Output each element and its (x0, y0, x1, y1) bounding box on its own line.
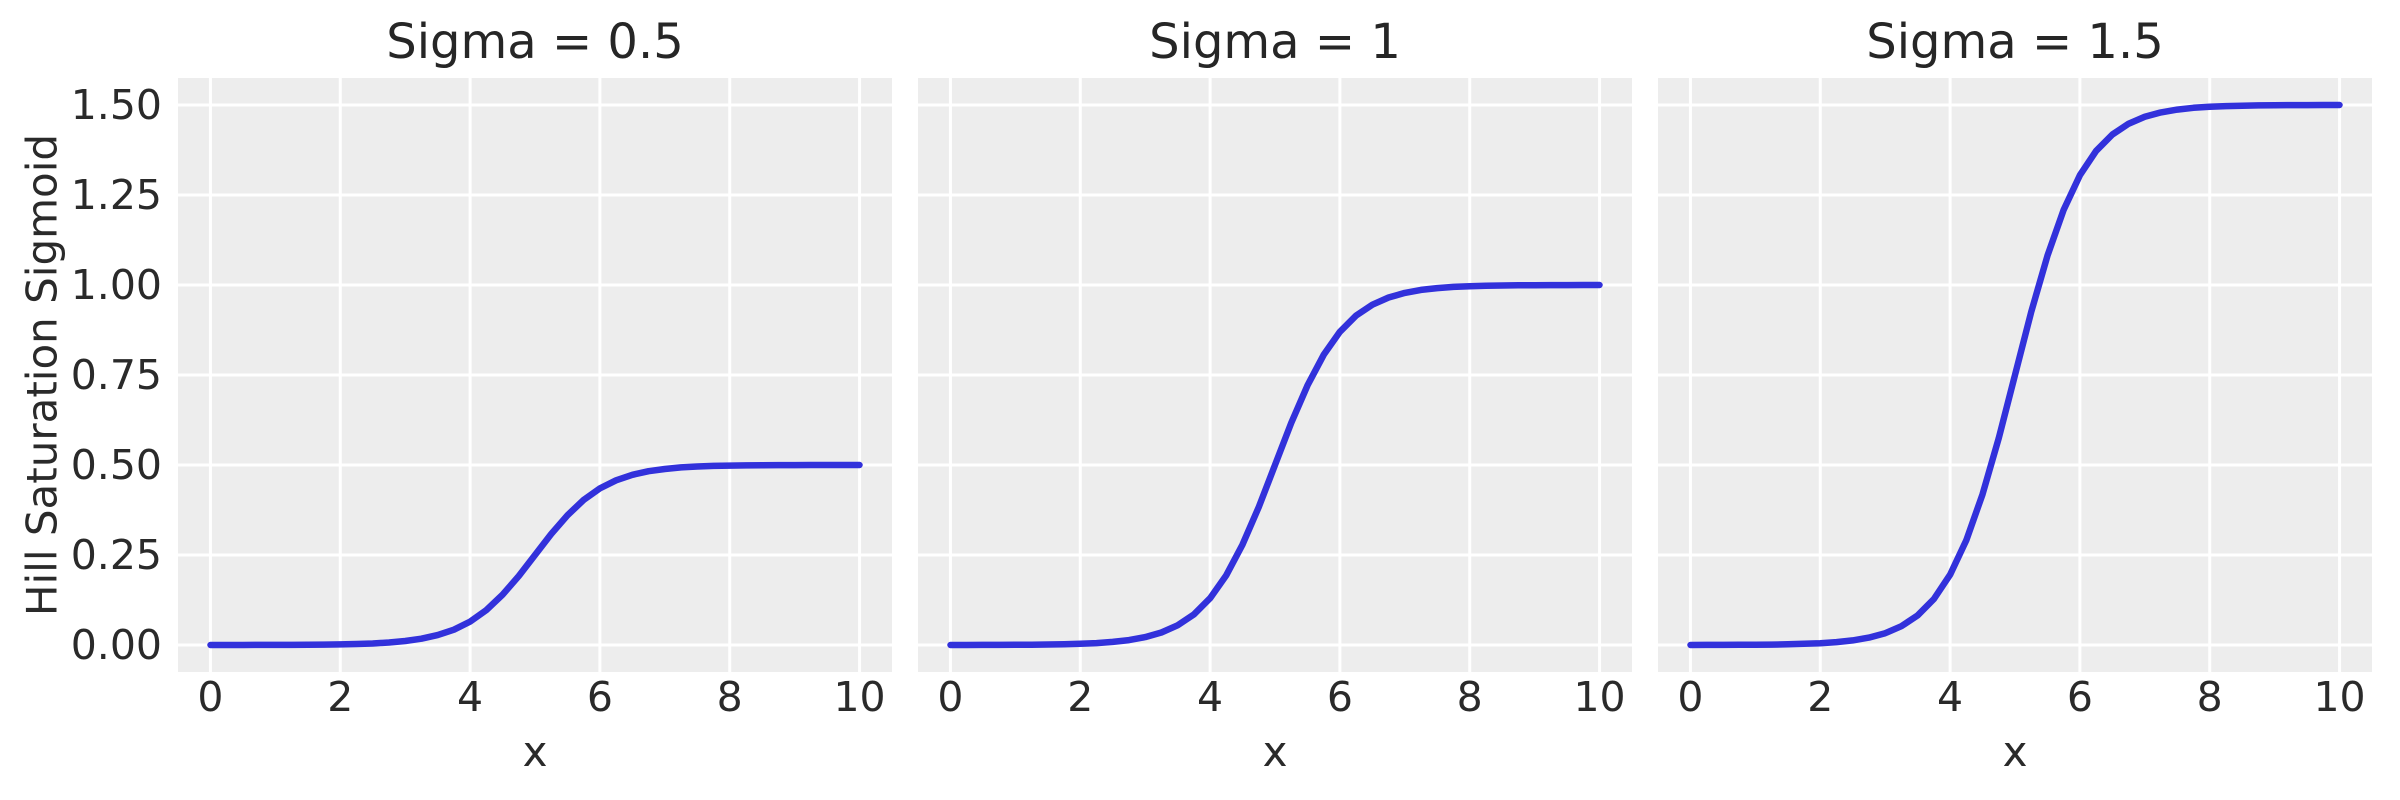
y-tick-label: 1.50 (70, 81, 162, 129)
y-tick-label: 0.00 (70, 621, 162, 669)
x-tick-label: 6 (586, 673, 613, 721)
x-axis-label: x (522, 727, 548, 776)
x-tick-label: 8 (2196, 673, 2223, 721)
plot-area (1658, 78, 2372, 672)
subplot-sigma-0.5: Sigma = 0.5 x 0 2 4 6 8 10 (178, 0, 892, 800)
x-tick-label: 10 (2313, 673, 2366, 721)
x-tick-label: 0 (937, 673, 964, 721)
plot-area (918, 78, 1632, 672)
subplot-title: Sigma = 1 (1149, 14, 1401, 70)
x-tick-label: 4 (1937, 673, 1964, 721)
x-tick-label: 2 (1067, 673, 1094, 721)
x-tick-label: 6 (2066, 673, 2093, 721)
x-axis-label: x (1262, 727, 1288, 776)
subplot-title: Sigma = 0.5 (386, 14, 684, 70)
x-tick-label: 6 (1326, 673, 1353, 721)
x-tick-label: 2 (327, 673, 354, 721)
plot-area (178, 78, 892, 672)
x-tick-label: 8 (1456, 673, 1483, 721)
y-tick-label: 0.50 (70, 441, 162, 489)
x-tick-label: 0 (1677, 673, 1704, 721)
x-tick-label: 10 (833, 673, 886, 721)
x-tick-label: 0 (197, 673, 224, 721)
x-tick-label: 10 (1573, 673, 1626, 721)
sigmoid-curve (207, 461, 863, 649)
x-tick-label: 8 (716, 673, 743, 721)
x-tick-label: 2 (1807, 673, 1834, 721)
subplot-title: Sigma = 1.5 (1866, 14, 2164, 70)
sigmoid-curve (947, 281, 1603, 649)
y-tick-label: 1.00 (70, 261, 162, 309)
y-tick-label: 0.75 (70, 351, 162, 399)
subplot-sigma-1: Sigma = 1 x 0 2 4 6 8 10 (918, 0, 1632, 800)
sigmoid-curve (1687, 101, 2343, 649)
x-axis-label: x (2002, 727, 2028, 776)
y-tick-label: 0.25 (70, 531, 162, 579)
subplot-sigma-1.5: Sigma = 1.5 x 0 2 4 6 8 10 (1658, 0, 2372, 800)
y-tick-label: 1.25 (70, 171, 162, 219)
x-tick-label: 4 (457, 673, 484, 721)
x-tick-label: 4 (1197, 673, 1224, 721)
